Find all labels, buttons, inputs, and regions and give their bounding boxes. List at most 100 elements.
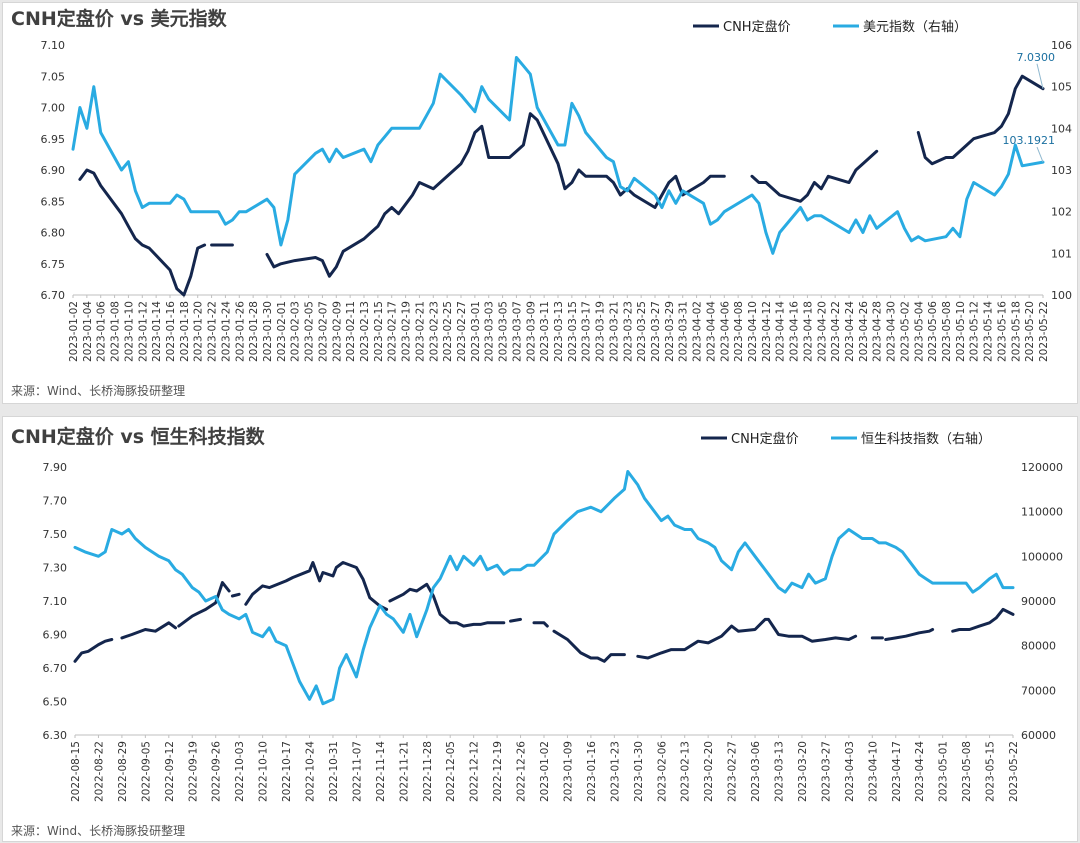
x-tick-label: 2023-02-11	[345, 301, 357, 362]
y-left-tick-label: 7.05	[41, 70, 66, 83]
y-right-tick-label: 105	[1051, 81, 1072, 94]
x-axis: 2023-01-02 2023-01-04 2023-01-06 2023-01-08…	[68, 294, 1050, 362]
x-tick-label: 2023-04-10	[747, 301, 759, 362]
y-left-tick-label: 7.00	[41, 102, 66, 115]
x-tick-label: 2022-11-07	[351, 741, 363, 802]
x-tick-label: 2023-03-05	[498, 301, 510, 362]
x-tick-label: 2023-01-22	[207, 301, 219, 362]
x-tick-label: 2023-05-10	[955, 301, 967, 362]
x-tick-label: 2023-04-28	[872, 301, 884, 362]
y-right-tick-label: 100000	[1021, 550, 1063, 563]
x-tick-label: 2023-01-16	[165, 301, 177, 362]
x-tick-label: 2022-10-10	[258, 741, 270, 802]
x-tick-label: 2022-08-15	[70, 741, 82, 802]
chart-title: CNH定盘价 vs 恒生科技指数	[11, 425, 266, 448]
x-tick-label: 2022-12-26	[516, 741, 528, 802]
x-tick-label: 2023-01-28	[248, 301, 260, 362]
x-tick-label: 2022-11-28	[422, 741, 434, 802]
y-left-tick-label: 6.70	[41, 289, 66, 302]
x-tick-label: 2023-03-27	[650, 301, 662, 362]
legend-label-cnh: CNH定盘价	[723, 19, 791, 35]
x-tick-label: 2023-05-18	[1010, 301, 1022, 362]
x-tick-label: 2023-05-04	[913, 301, 925, 362]
y-right-tick-label: 60000	[1021, 729, 1056, 742]
annotation-leader	[1036, 146, 1044, 163]
y-axis-left: 6.30 6.50 6.70 6.90 7.10 7.30 7.50 7.70 7.90	[43, 461, 68, 742]
y-left-tick-label: 6.90	[41, 164, 66, 177]
x-tick-label: 2023-01-30	[262, 301, 274, 362]
source-note: 来源：Wind、长桥海豚投研整理	[11, 823, 185, 838]
x-tick-label: 2022-09-26	[211, 741, 223, 802]
annotation-label: 103.1921	[1003, 134, 1056, 147]
y-left-tick-label: 7.50	[43, 528, 68, 541]
x-tick-label: 2023-05-20	[1024, 301, 1036, 362]
y-right-tick-label: 110000	[1021, 506, 1063, 519]
x-tick-label: 2023-05-08	[961, 741, 973, 802]
x-tick-label: 2023-03-21	[608, 301, 620, 362]
x-tick-label: 2022-09-12	[164, 741, 176, 802]
x-tick-label: 2023-04-06	[719, 301, 731, 362]
y-left-tick-label: 7.10	[41, 39, 66, 52]
source-note: 来源：Wind、长桥海豚投研整理	[11, 383, 185, 398]
legend-label-hstech: 恒生科技指数（右轴）	[861, 432, 991, 447]
x-tick-label: 2023-01-12	[137, 301, 149, 362]
x-tick-label: 2022-10-17	[281, 741, 293, 802]
y-right-tick-label: 90000	[1021, 595, 1056, 608]
x-tick-label: 2023-01-20	[193, 301, 205, 362]
x-tick-label: 2023-04-30	[886, 301, 898, 362]
chart-panel-cnh-vs-hstech: CNH定盘价 vs 恒生科技指数 CNH定盘价 恒生科技指数（右轴） 6.30 6…	[2, 416, 1078, 842]
x-tick-label: 2023-01-09	[562, 741, 574, 802]
x-tick-label: 2023-05-22	[1008, 741, 1020, 802]
x-tick-label: 2023-04-24	[844, 301, 856, 362]
x-tick-label: 2023-03-23	[622, 301, 634, 362]
x-tick-label: 2022-12-19	[492, 741, 504, 802]
x-tick-label: 2023-02-06	[656, 741, 668, 802]
chart-panel-cnh-vs-dxy: CNH定盘价 vs 美元指数 CNH定盘价 美元指数（右轴） 6.70 6.75 6…	[2, 2, 1078, 404]
x-tick-label: 2023-03-13	[553, 301, 565, 362]
x-tick-label: 2023-04-24	[914, 741, 926, 802]
series-line-dxy	[71, 56, 1045, 255]
annotation-leader	[1036, 63, 1044, 89]
series-line-hstech	[73, 470, 1015, 706]
x-tick-label: 2023-02-23	[428, 301, 440, 362]
x-axis: 2022-08-15 2022-08-22 2022-08-29 2022-09-05…	[70, 734, 1020, 802]
x-tick-label: 2023-03-29	[664, 301, 676, 362]
x-tick-label: 2022-08-22	[93, 741, 105, 802]
x-tick-label: 2023-03-09	[525, 301, 537, 362]
x-tick-label: 2023-04-10	[867, 741, 879, 802]
x-tick-label: 2023-01-14	[151, 301, 163, 362]
x-tick-label: 2023-02-09	[331, 301, 343, 362]
series-line-cnh	[73, 561, 1015, 663]
y-right-tick-label: 80000	[1021, 640, 1056, 653]
x-tick-label: 2023-03-01	[470, 301, 482, 362]
x-tick-label: 2022-09-05	[140, 741, 152, 802]
y-left-tick-label: 7.10	[43, 595, 68, 608]
annotation-label: 7.0300	[1017, 51, 1056, 64]
x-tick-label: 2023-03-13	[774, 741, 786, 802]
x-tick-label: 2023-02-05	[304, 301, 316, 362]
x-tick-label: 2023-05-01	[938, 741, 950, 802]
y-left-tick-label: 6.80	[41, 227, 66, 240]
y-right-tick-label: 104	[1051, 122, 1072, 135]
x-tick-label: 2023-05-16	[996, 301, 1008, 362]
y-left-tick-label: 6.90	[43, 629, 68, 642]
x-tick-label: 2022-09-19	[187, 741, 199, 802]
x-tick-label: 2022-12-05	[445, 741, 457, 802]
x-tick-label: 2023-01-06	[96, 301, 108, 362]
x-tick-label: 2023-05-22	[1038, 301, 1050, 362]
y-left-tick-label: 6.50	[43, 696, 68, 709]
x-tick-label: 2022-08-29	[117, 741, 129, 802]
y-left-tick-label: 6.75	[41, 258, 66, 271]
x-tick-label: 2023-02-13	[680, 741, 692, 802]
x-tick-label: 2023-01-08	[110, 301, 122, 362]
x-tick-label: 2023-04-22	[830, 301, 842, 362]
y-left-tick-label: 6.85	[41, 195, 66, 208]
y-left-tick-label: 6.30	[43, 729, 68, 742]
x-tick-label: 2023-01-24	[220, 301, 232, 362]
x-tick-label: 2022-11-21	[398, 741, 410, 802]
x-tick-label: 2023-04-26	[858, 301, 870, 362]
x-tick-label: 2023-01-16	[586, 741, 598, 802]
x-tick-label: 2022-10-24	[305, 741, 317, 802]
x-tick-label: 2023-04-02	[692, 301, 704, 362]
x-tick-label: 2023-04-12	[761, 301, 773, 362]
